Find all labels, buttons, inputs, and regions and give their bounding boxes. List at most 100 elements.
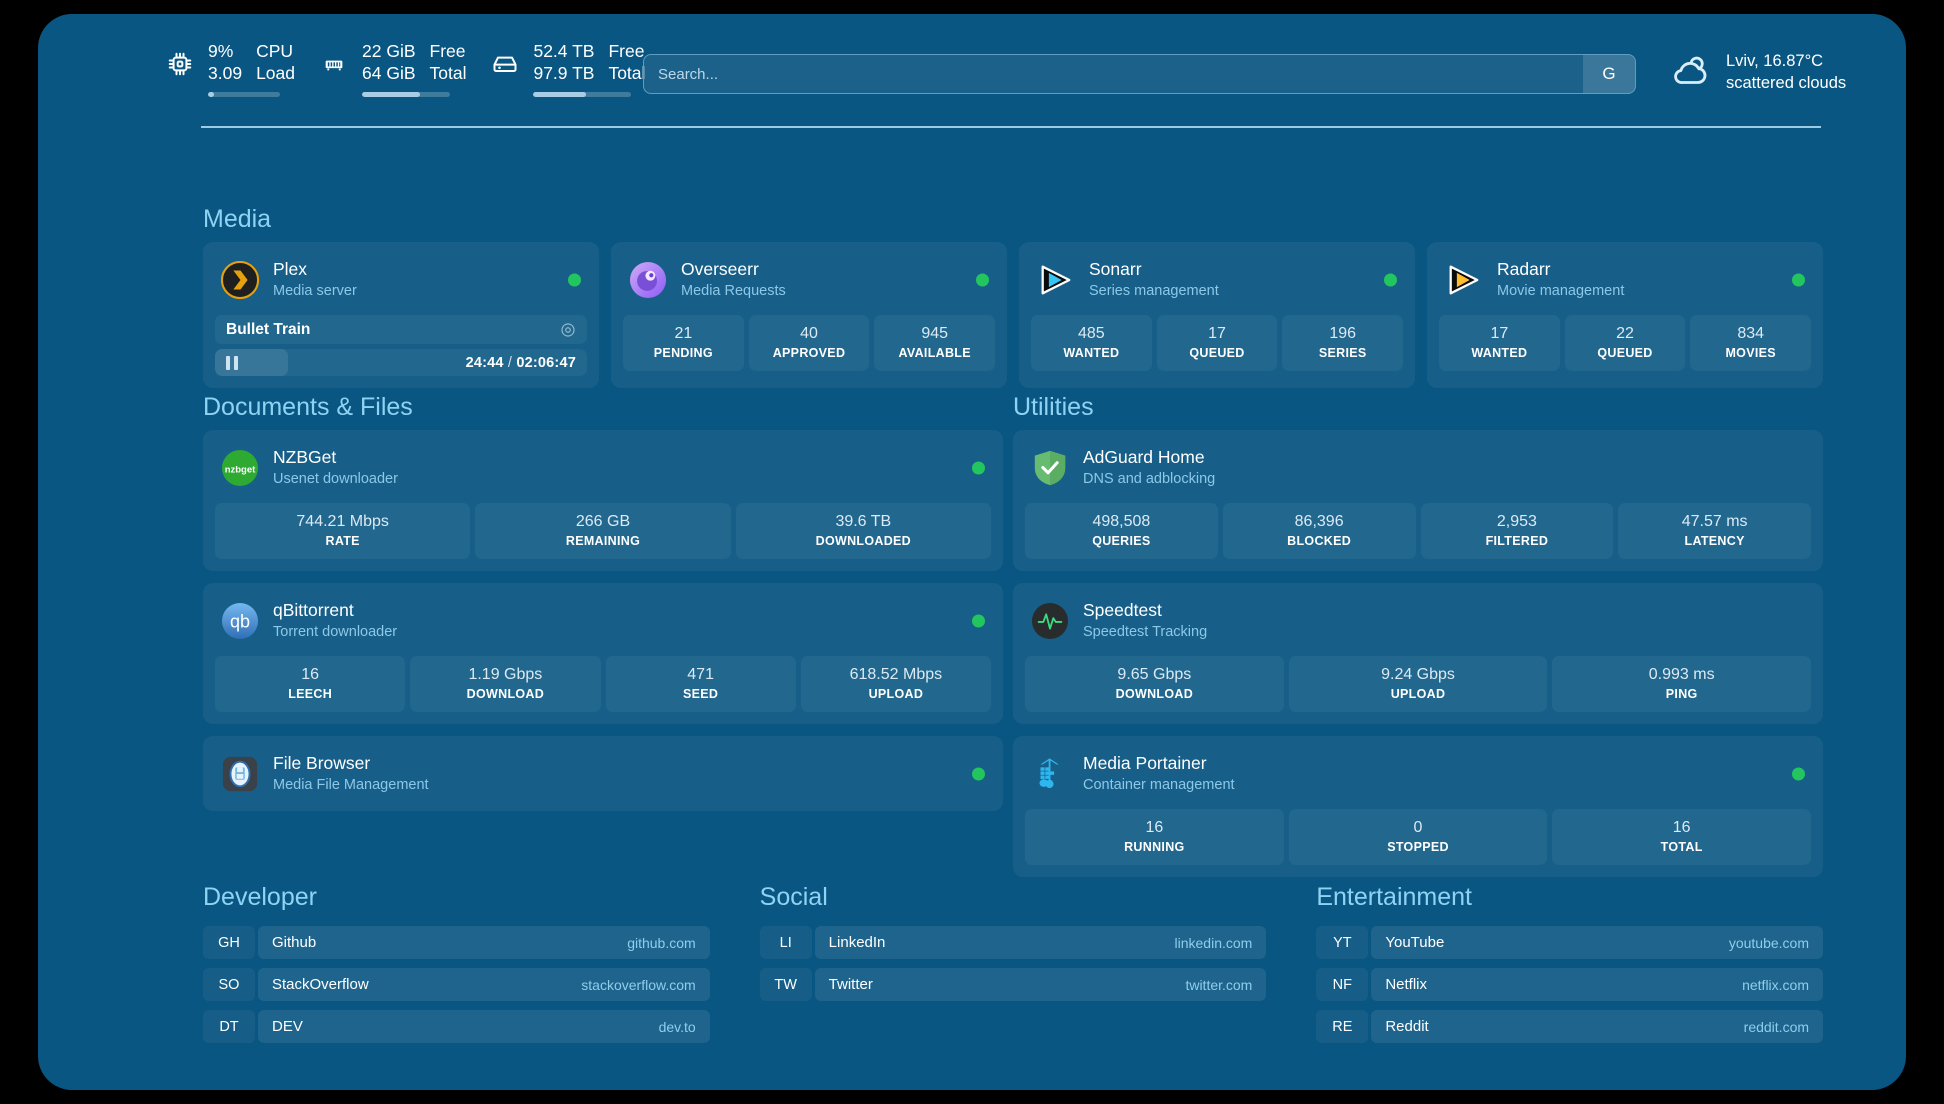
stat-tile-value: 744.21 Mbps bbox=[296, 513, 389, 530]
pause-icon[interactable] bbox=[226, 355, 238, 370]
stat-tile-label: TOTAL bbox=[1660, 840, 1703, 854]
weather-location-temp: Lviv, 16.87°C bbox=[1726, 52, 1824, 70]
stat-tile[interactable]: 0.993 ms PING bbox=[1552, 656, 1812, 712]
filebrowser-logo bbox=[221, 755, 259, 793]
card-titles: Media Portainer Container management bbox=[1083, 753, 1235, 794]
stat-tile[interactable]: 16 RUNNING bbox=[1025, 809, 1284, 865]
gear-icon[interactable] bbox=[560, 322, 576, 338]
card-titles: Radarr Movie management bbox=[1497, 259, 1624, 300]
service-card-sonarr[interactable]: Sonarr Series management 485 WANTED 17 QUEUED… bbox=[1019, 242, 1415, 388]
stat-tile[interactable]: 86,396 BLOCKED bbox=[1222, 503, 1416, 559]
stat-tile-value: 21 bbox=[674, 325, 693, 342]
stat-tile[interactable]: 21 PENDING bbox=[623, 315, 744, 371]
stat-tile[interactable]: 40 APPROVED bbox=[748, 315, 870, 371]
bookmark-body[interactable]: Twitter twitter.com bbox=[814, 968, 1267, 1001]
stat-tile-value: 2,953 bbox=[1496, 513, 1537, 530]
bookmark-item[interactable]: TW Twitter twitter.com bbox=[759, 968, 1267, 1001]
stat-tile[interactable]: 196 SERIES bbox=[1282, 315, 1404, 371]
stat-tile[interactable]: 22 QUEUED bbox=[1564, 315, 1686, 371]
stat-tile[interactable]: 47.57 ms LATENCY bbox=[1618, 503, 1811, 559]
stat-progress-fill bbox=[208, 92, 215, 97]
bookmark-name: YouTube bbox=[1385, 934, 1445, 951]
service-card-media-portainer[interactable]: Media Portainer Container management 16 RUN… bbox=[1013, 736, 1823, 877]
stat-tile[interactable]: 9.65 Gbps DOWNLOAD bbox=[1025, 656, 1284, 712]
bookmark-name: StackOverflow bbox=[272, 976, 369, 993]
stat-tile[interactable]: 618.52 Mbps UPLOAD bbox=[800, 656, 991, 712]
stat-line: 3.09 bbox=[208, 63, 243, 83]
bookmark-body[interactable]: Netflix netflix.com bbox=[1371, 968, 1824, 1001]
bookmark-group-social: Social LI LinkedIn linkedin.com TW Twitter twi… bbox=[759, 882, 1267, 1043]
stat-line: 97.9 TB bbox=[533, 63, 595, 83]
bookmark-name: Twitter bbox=[828, 976, 873, 993]
stat-tile-label: FILTERED bbox=[1485, 534, 1549, 548]
bookmark-name: LinkedIn bbox=[828, 934, 886, 951]
bookmark-badge: RE bbox=[1316, 1010, 1369, 1043]
stat-body: 52.4 TB 97.9 TB Free Total bbox=[533, 40, 645, 97]
stat-labels: Free Total bbox=[608, 40, 645, 84]
stat-tile[interactable]: 16 LEECH bbox=[215, 656, 406, 712]
service-card-adguard-home[interactable]: AdGuard Home DNS and adblocking 498,508 QUE… bbox=[1013, 430, 1823, 571]
stat-tile[interactable]: 744.21 Mbps RATE bbox=[215, 503, 471, 559]
bookmark-item[interactable]: YT YouTube youtube.com bbox=[1316, 926, 1824, 959]
stat-tile[interactable]: 471 SEED bbox=[605, 656, 796, 712]
stat-tile[interactable]: 485 WANTED bbox=[1031, 315, 1152, 371]
service-card-qbittorrent[interactable]: qb qBittorrent Torrent downloader 16 LEECH 1.… bbox=[203, 583, 1003, 724]
search-engine-badge[interactable]: G bbox=[1583, 55, 1635, 93]
bookmarks-area: Developer GH Github github.com SO StackOverfl… bbox=[203, 882, 1824, 1043]
now-playing-progress[interactable]: 24:44 / 02:06:47 bbox=[215, 349, 587, 376]
search-input[interactable] bbox=[644, 55, 1583, 93]
stat-tile-label: MOVIES bbox=[1725, 346, 1776, 360]
stat-tile[interactable]: 17 QUEUED bbox=[1156, 315, 1278, 371]
bookmark-group-developer: Developer GH Github github.com SO StackOverfl… bbox=[203, 882, 710, 1043]
service-card-plex[interactable]: Plex Media server Bullet Train 24:44 / 02:… bbox=[203, 242, 599, 388]
bookmark-body[interactable]: StackOverflow stackoverflow.com bbox=[258, 968, 710, 1001]
stat-values: 52.4 TB 97.9 TB Free Total bbox=[533, 40, 645, 84]
stat-line: CPU bbox=[256, 41, 294, 61]
now-playing-row[interactable]: Bullet Train bbox=[215, 315, 587, 344]
stat-tile-label: SERIES bbox=[1318, 346, 1367, 360]
stat-tile[interactable]: 834 MOVIES bbox=[1690, 315, 1812, 371]
stat-tile-label: WANTED bbox=[1471, 346, 1528, 360]
bookmark-item[interactable]: RE Reddit reddit.com bbox=[1316, 1010, 1824, 1043]
stat-tile-label: WANTED bbox=[1063, 346, 1120, 360]
bookmark-item[interactable]: LI LinkedIn linkedin.com bbox=[759, 926, 1267, 959]
service-card-file-browser[interactable]: File Browser Media File Management bbox=[203, 736, 1003, 811]
bookmark-item[interactable]: GH Github github.com bbox=[203, 926, 710, 959]
service-card-radarr[interactable]: Radarr Movie management 17 WANTED 22 QUEUED 83… bbox=[1427, 242, 1823, 388]
stat-line: 9% bbox=[208, 41, 234, 61]
service-card-speedtest[interactable]: Speedtest Speedtest Tracking 9.65 Gbps DOWN… bbox=[1013, 583, 1823, 724]
stat-labels: Free Total bbox=[430, 40, 467, 84]
service-card-nzbget[interactable]: nzbget NZBGet Usenet downloader 744.21 Mbps… bbox=[203, 430, 1003, 571]
bookmark-body[interactable]: Reddit reddit.com bbox=[1371, 1010, 1824, 1043]
stat-tile[interactable]: 945 AVAILABLE bbox=[874, 315, 996, 371]
bookmark-body[interactable]: DEV dev.to bbox=[258, 1010, 710, 1043]
card-subtitle: Movie management bbox=[1497, 283, 1625, 299]
card-titles: Overseerr Media Requests bbox=[681, 259, 786, 300]
stat-tile-label: APPROVED bbox=[772, 346, 846, 360]
card-name: Plex bbox=[273, 259, 308, 279]
stat-tile[interactable]: 2,953 FILTERED bbox=[1420, 503, 1614, 559]
stat-tile[interactable]: 16 TOTAL bbox=[1552, 809, 1812, 865]
stat-tile-value: 471 bbox=[687, 666, 714, 683]
bookmark-item[interactable]: SO StackOverflow stackoverflow.com bbox=[203, 968, 710, 1001]
bookmark-item[interactable]: NF Netflix netflix.com bbox=[1316, 968, 1824, 1001]
stat-tile[interactable]: 0 STOPPED bbox=[1288, 809, 1548, 865]
sonarr-logo bbox=[1037, 261, 1075, 299]
stat-tile[interactable]: 266 GB REMAINING bbox=[475, 503, 731, 559]
stat-tile[interactable]: 498,508 QUERIES bbox=[1025, 503, 1218, 559]
stat-tile[interactable]: 39.6 TB DOWNLOADED bbox=[735, 503, 991, 559]
bookmark-body[interactable]: YouTube youtube.com bbox=[1371, 926, 1824, 959]
bookmark-body[interactable]: Github github.com bbox=[258, 926, 710, 959]
stat-tile-label: PENDING bbox=[653, 346, 713, 360]
bookmark-item[interactable]: DT DEV dev.to bbox=[203, 1010, 710, 1043]
stat-tile[interactable]: 1.19 Gbps DOWNLOAD bbox=[410, 656, 601, 712]
bookmark-body[interactable]: LinkedIn linkedin.com bbox=[814, 926, 1267, 959]
card-name: NZBGet bbox=[273, 447, 337, 467]
service-card-overseerr[interactable]: Overseerr Media Requests 21 PENDING 40 APPROV… bbox=[611, 242, 1007, 388]
stat-values: 22 GiB 64 GiB Free Total bbox=[362, 40, 466, 84]
stat-tile[interactable]: 17 WANTED bbox=[1439, 315, 1560, 371]
stat-tile[interactable]: 9.24 Gbps UPLOAD bbox=[1288, 656, 1548, 712]
status-badge bbox=[568, 273, 581, 286]
search-bar[interactable]: G bbox=[643, 54, 1636, 94]
bookmark-group-title: Social bbox=[759, 883, 828, 911]
